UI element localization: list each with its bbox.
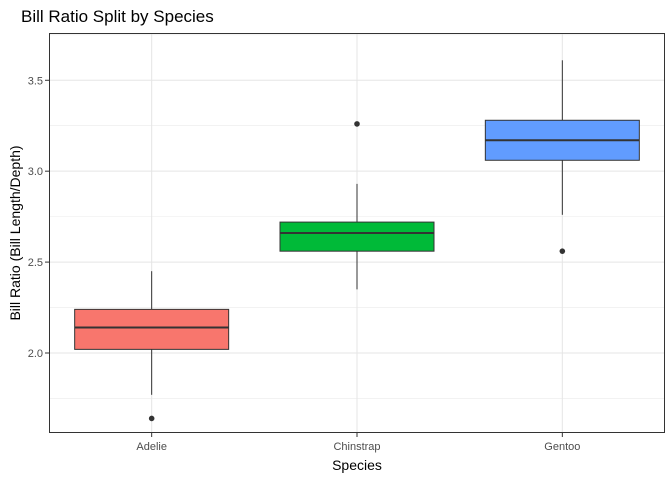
panel-border (49, 33, 665, 433)
y-tick-label: 2.0 (28, 348, 43, 360)
y-tick-label: 2.5 (28, 257, 43, 269)
outlier-point (354, 121, 360, 127)
outlier-point (148, 415, 155, 422)
box-body (279, 221, 435, 252)
box-chinstrap (279, 121, 435, 290)
x-tick-label: Chinstrap (333, 441, 380, 453)
box-body (74, 308, 230, 350)
axis-layer: 2.0 2.5 3.0 3.5 Adelie Chinstrap Gentoo (28, 75, 581, 453)
x-tick-label: Adelie (136, 441, 167, 453)
x-axis-title: Species (332, 457, 382, 473)
y-tick-label: 3.0 (28, 166, 43, 178)
box-adelie (74, 271, 230, 422)
outlier-point (559, 248, 566, 254)
box-layer (74, 60, 640, 422)
chart-title: Bill Ratio Split by Species (21, 7, 214, 26)
y-tick-label: 3.5 (28, 75, 43, 87)
y-axis-title: Bill Ratio (Bill Length/Depth) (7, 145, 23, 320)
box-gentoo (484, 60, 640, 254)
x-tick-label: Gentoo (544, 441, 580, 453)
